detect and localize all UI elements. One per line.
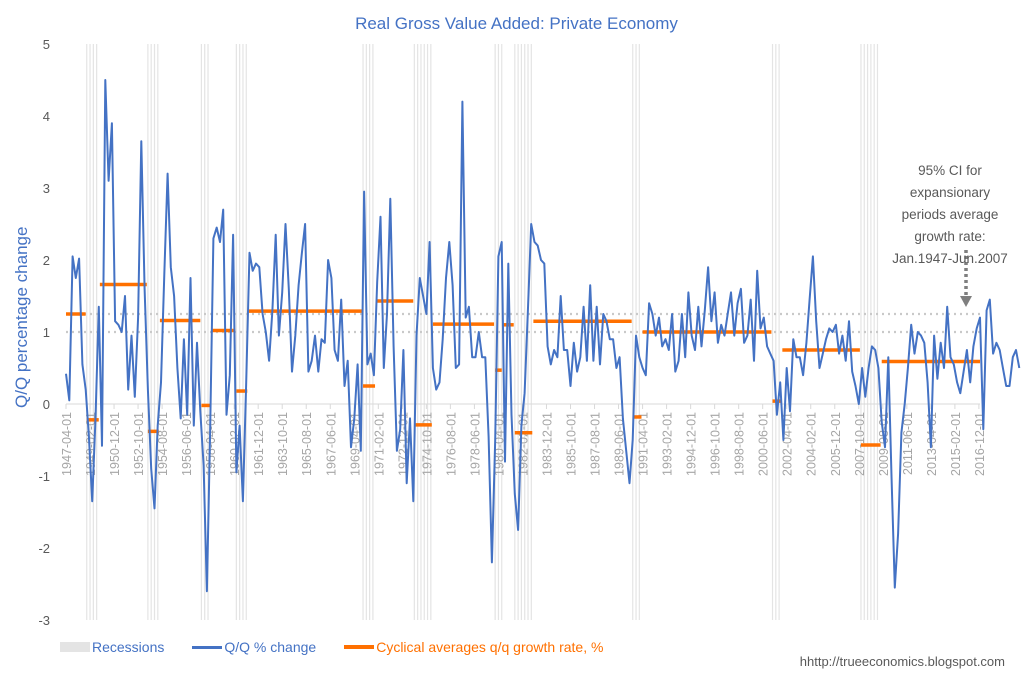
- recession-bands: [86, 44, 879, 620]
- ci-band-lines: [66, 312, 980, 334]
- series-line-qq-change: [65, 79, 1021, 593]
- x-tick-label: 2011-06-01: [901, 412, 915, 475]
- x-tick-label: 2007-10-01: [853, 412, 867, 476]
- y-tick-label: -2: [38, 541, 50, 556]
- x-tick-label: 1987-08-01: [589, 412, 603, 476]
- line-swatch-icon: [192, 645, 223, 649]
- x-tick-label: 1958-04-01: [204, 412, 218, 476]
- average-swatch-icon: [344, 645, 375, 649]
- y-tick-label: -3: [38, 613, 50, 628]
- ci-annotation: 95% CI for expansionary periods average …: [880, 160, 1020, 270]
- x-tick-label: 1956-06-01: [180, 412, 194, 476]
- x-tick-label: 1976-08-01: [444, 412, 458, 476]
- chart-title: Real Gross Value Added: Private Economy: [355, 14, 678, 33]
- x-tick-label: 1965-08-01: [300, 412, 314, 476]
- x-tick-label: 1974-10-01: [420, 412, 434, 476]
- legend-label: Cyclical averages q/q growth rate, %: [376, 639, 604, 655]
- y-tick-label: 5: [43, 37, 50, 52]
- x-tick-label: 1985-10-01: [565, 412, 579, 476]
- ci-annotation-line: 95% CI for: [918, 163, 982, 178]
- x-tick-label: 1982-02-01: [516, 412, 530, 476]
- x-tick-label: 1991-04-01: [637, 412, 651, 476]
- x-tick-label: 2016-12-01: [973, 412, 987, 476]
- x-tick-label: 1947-04-01: [60, 412, 74, 476]
- x-tick-label: 1993-02-01: [661, 412, 675, 476]
- x-tick-label: 1967-06-01: [324, 412, 338, 476]
- x-tick-label: 1952-10-01: [132, 412, 146, 476]
- ci-arrow: [960, 250, 972, 307]
- y-tick-label: -1: [38, 469, 50, 484]
- x-tick-label: 2004-02-01: [805, 412, 819, 476]
- qq-change-line: [65, 79, 1021, 593]
- x-tick-label: 1994-12-01: [685, 412, 699, 476]
- y-tick-label: 3: [43, 181, 50, 196]
- x-tick-label: 1950-12-01: [108, 412, 122, 476]
- y-tick-label: 4: [43, 109, 50, 124]
- y-axis-label: Q/Q percentage change: [12, 226, 31, 408]
- y-tick-label: 0: [43, 397, 50, 412]
- x-tick-label: 1954-08-01: [156, 412, 170, 476]
- x-tick-label: 1998-08-01: [733, 412, 747, 476]
- x-tick-label: 1989-06-01: [613, 412, 627, 476]
- recession-swatch-icon: [60, 642, 90, 652]
- x-tick-label: 2000-06-01: [757, 412, 771, 476]
- x-tick-label: 1961-12-01: [252, 412, 266, 476]
- x-tick-label: 1983-12-01: [540, 412, 554, 476]
- x-tick-label: 2005-12-01: [829, 412, 843, 476]
- x-tick-label: 1969-04-01: [348, 412, 362, 476]
- x-tick-label: 1971-02-01: [372, 412, 386, 476]
- legend-label: Recessions: [92, 639, 165, 655]
- source-credit: hhttp://trueeconomics.blogspot.com: [799, 654, 1005, 669]
- legend-item-qq-change[interactable]: Q/Q % change: [192, 639, 316, 655]
- legend-item-recessions[interactable]: Recessions: [60, 639, 164, 655]
- y-tick-label: 2: [43, 253, 50, 268]
- ci-annotation-line: growth rate:: [914, 229, 986, 244]
- legend-item-cyclical-averages[interactable]: Cyclical averages q/q growth rate, %: [344, 639, 603, 655]
- ci-annotation-line: expansionary: [909, 185, 991, 200]
- x-tick-label: 1978-06-01: [468, 412, 482, 476]
- x-tick-label: 2015-02-01: [949, 412, 963, 476]
- legend-label: Q/Q % change: [224, 639, 317, 655]
- arrow-head-icon: [960, 296, 972, 307]
- ci-annotation-line: Jan.1947-Jun.2007: [892, 251, 1008, 266]
- x-tick-label: 1963-10-01: [276, 412, 290, 476]
- y-tick-label: 1: [43, 325, 50, 340]
- ci-annotation-line: periods average: [901, 207, 999, 222]
- legend: Recessions Q/Q % change Cyclical average…: [60, 638, 631, 656]
- x-tick-label: 1996-10-01: [709, 412, 723, 476]
